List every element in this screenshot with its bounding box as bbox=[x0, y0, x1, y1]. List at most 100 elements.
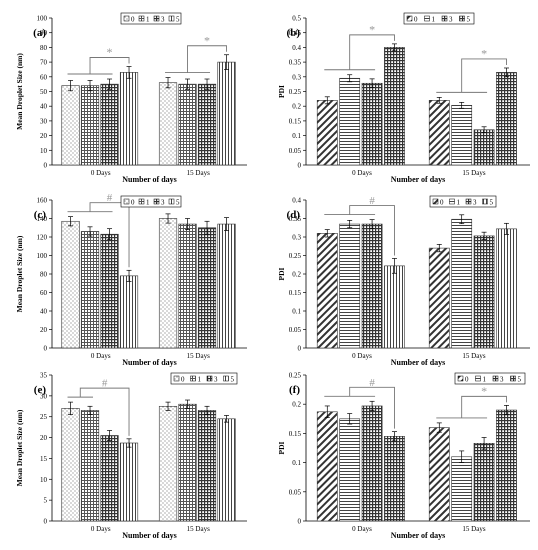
y-tick-label: 0.4 bbox=[292, 197, 301, 205]
legend: 0 1 3 5 bbox=[120, 195, 182, 208]
y-tick-label: 35 bbox=[40, 372, 48, 380]
significance-mark: # bbox=[107, 192, 113, 204]
bar bbox=[473, 235, 495, 349]
y-tick-label: 25 bbox=[40, 413, 48, 421]
legend-swatch bbox=[465, 198, 472, 205]
legend-box bbox=[170, 372, 238, 385]
y-tick-label: 0.1 bbox=[292, 308, 301, 316]
y-tick-label: 60 bbox=[40, 73, 48, 81]
bar bbox=[61, 220, 80, 349]
legend-label: 3 bbox=[500, 376, 504, 384]
bar bbox=[80, 85, 100, 166]
x-tick-label: 0 Days bbox=[91, 352, 111, 360]
legend-swatch bbox=[482, 198, 488, 205]
y-tick-label: 0.4 bbox=[292, 44, 301, 52]
significance-bracket bbox=[349, 386, 395, 429]
bar bbox=[197, 83, 217, 166]
y-tick-label: 120 bbox=[37, 234, 48, 242]
x-tick-label: 0 Days bbox=[91, 525, 111, 533]
bar bbox=[80, 231, 100, 349]
significance-mark: # bbox=[369, 195, 375, 207]
y-axis-title: Mean Droplet Size (nm) bbox=[15, 53, 24, 130]
legend: 0 1 3 5 bbox=[454, 372, 526, 385]
panel-label: (b) bbox=[287, 27, 301, 39]
significance-mark: * bbox=[481, 46, 487, 60]
legend-swatch bbox=[190, 375, 196, 382]
legend: 0 1 3 5 bbox=[403, 12, 475, 25]
x-tick-label: 15 Days bbox=[187, 352, 210, 360]
bar bbox=[428, 427, 450, 522]
panel-label: (f) bbox=[289, 384, 300, 396]
chart-panel: 0 0.05 0.1 0.15 0.2 0.25 PDI (f) 0 Days 15 Days Nu… bbox=[277, 372, 530, 540]
significance-bracket bbox=[461, 58, 507, 93]
y-tick-label: 0.1 bbox=[292, 132, 301, 140]
y-tick-label: 0 bbox=[44, 518, 48, 526]
legend-swatch bbox=[206, 375, 213, 382]
y-tick-label: 0.05 bbox=[289, 147, 302, 155]
legend-swatch bbox=[153, 198, 160, 205]
significance-mark: * bbox=[204, 33, 210, 47]
legend-label: 5 bbox=[231, 376, 235, 384]
y-tick-label: 100 bbox=[37, 15, 48, 23]
panel-label: (c) bbox=[34, 209, 47, 221]
y-axis-title: Mean Droplet Size (nm) bbox=[15, 409, 24, 486]
x-tick-label: 0 Days bbox=[352, 169, 372, 177]
legend-swatch bbox=[168, 15, 175, 22]
legend-swatch bbox=[223, 375, 229, 382]
bar bbox=[178, 83, 197, 166]
bar bbox=[339, 223, 361, 349]
y-tick-label: 0.2 bbox=[292, 271, 301, 279]
legend-swatch bbox=[138, 15, 145, 22]
legend-box bbox=[120, 195, 182, 208]
legend-swatch bbox=[475, 375, 481, 382]
bar bbox=[100, 83, 119, 166]
bar bbox=[61, 85, 80, 166]
bar bbox=[384, 265, 405, 349]
legend-label: 0 bbox=[131, 199, 135, 207]
legend-label: 3 bbox=[161, 16, 165, 24]
y-axis-title: Mean Droplet Size (nm) bbox=[15, 235, 24, 312]
bar bbox=[496, 409, 517, 522]
significance-mark: * bbox=[481, 384, 487, 398]
bar bbox=[217, 61, 236, 166]
legend-swatch bbox=[459, 15, 465, 22]
legend-swatch bbox=[457, 375, 464, 382]
bar bbox=[384, 436, 405, 522]
legend-swatch bbox=[424, 15, 430, 22]
legend-label: 0 bbox=[414, 16, 418, 24]
y-tick-label: 10 bbox=[40, 476, 48, 484]
legend-label: 5 bbox=[518, 376, 522, 384]
y-axis-title: PDI bbox=[277, 441, 286, 454]
legend-label: 0 bbox=[465, 376, 469, 384]
significance-bracket bbox=[187, 45, 227, 73]
y-tick-label: 0.25 bbox=[289, 252, 302, 260]
legend-label: 1 bbox=[146, 16, 150, 24]
y-tick-label: 0.35 bbox=[289, 215, 302, 223]
significance-mark: * bbox=[369, 22, 375, 36]
x-tick-label: 15 Days bbox=[462, 525, 485, 533]
y-tick-label: 0.35 bbox=[289, 59, 302, 67]
bar bbox=[80, 410, 100, 522]
y-tick-label: 90 bbox=[40, 29, 48, 37]
chart-panel: 0 0.05 0.1 0.15 0.2 0.25 0.3 0.35 0.4 PDI (d) 0 Day… bbox=[277, 195, 530, 367]
y-tick-label: 0.15 bbox=[289, 430, 302, 438]
y-tick-label: 20 bbox=[40, 326, 48, 334]
legend-label: 1 bbox=[146, 199, 150, 207]
legend-swatch bbox=[168, 198, 175, 205]
bar bbox=[428, 247, 450, 349]
y-tick-label: 20 bbox=[40, 132, 48, 140]
bar bbox=[158, 218, 178, 349]
legend-swatch bbox=[173, 375, 180, 382]
x-axis-title: Number of days bbox=[391, 175, 446, 184]
y-tick-label: 0.25 bbox=[289, 88, 302, 96]
legend-label: 5 bbox=[176, 16, 180, 24]
bar bbox=[384, 47, 405, 166]
legend-label: 0 bbox=[131, 16, 135, 24]
legend-swatch bbox=[432, 198, 439, 205]
y-tick-label: 0.3 bbox=[292, 73, 301, 81]
y-tick-label: 30 bbox=[40, 392, 48, 400]
legend-swatch bbox=[492, 375, 499, 382]
y-tick-label: 80 bbox=[40, 271, 48, 279]
